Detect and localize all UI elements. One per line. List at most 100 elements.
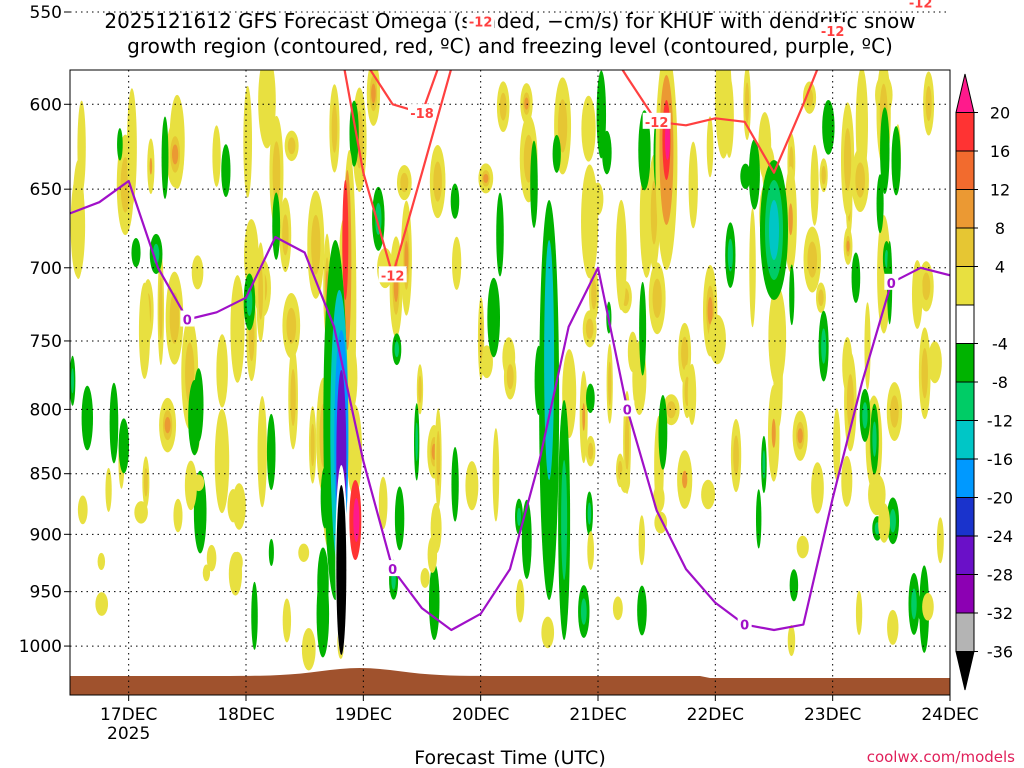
omega-cell bbox=[587, 531, 595, 570]
omega-cell bbox=[227, 489, 239, 523]
omega-cell bbox=[755, 489, 762, 549]
omega-cell bbox=[639, 281, 647, 376]
omega-cell bbox=[257, 396, 267, 508]
omega-cell bbox=[287, 137, 296, 155]
x-axis-label: Forecast Time (UTC) bbox=[414, 747, 605, 768]
omega-cell bbox=[891, 126, 901, 196]
omega-cell bbox=[787, 625, 796, 657]
omega-cell bbox=[430, 502, 442, 554]
omega-cell bbox=[797, 428, 803, 444]
omega-cell bbox=[846, 374, 854, 429]
omega-cell bbox=[499, 92, 507, 121]
omega-cell bbox=[654, 511, 668, 534]
omega-cell bbox=[925, 85, 932, 122]
omega-cell bbox=[487, 277, 501, 358]
snow-growth-contour-label: -12 bbox=[645, 116, 669, 131]
omega-cell bbox=[77, 495, 88, 525]
omega-cell bbox=[231, 551, 243, 573]
y-tick-label: 700 bbox=[30, 259, 62, 279]
freezing-level-contour-label: 0 bbox=[887, 277, 896, 292]
x-tick-label: 21DEC bbox=[569, 705, 626, 725]
omega-cell bbox=[921, 347, 928, 399]
omega-cell bbox=[581, 95, 596, 162]
omega-cell bbox=[394, 341, 400, 358]
colorbar-band bbox=[955, 304, 975, 344]
omega-cell bbox=[544, 240, 555, 480]
omega-cell bbox=[652, 278, 662, 319]
omega-cell bbox=[268, 538, 274, 566]
omega-cell bbox=[833, 408, 841, 481]
omega-cell bbox=[451, 446, 459, 522]
omega-cell bbox=[552, 134, 561, 173]
contour-lines bbox=[70, 70, 950, 632]
snow-growth-contour-label: -12 bbox=[909, 0, 933, 11]
omega-cell bbox=[169, 292, 180, 344]
omega-cell bbox=[173, 498, 183, 533]
omega-cell bbox=[134, 501, 148, 524]
freezing-level-contour-label: 0 bbox=[183, 314, 192, 329]
omega-cell bbox=[258, 264, 264, 320]
omega-cell bbox=[143, 468, 148, 497]
freezing-level-contour-label: 0 bbox=[740, 619, 749, 634]
x-tick-label: 24DEC bbox=[921, 705, 978, 725]
omega-cell bbox=[433, 161, 442, 202]
freezing-level-contour-label: 0 bbox=[623, 403, 632, 418]
contour--12 bbox=[343, 70, 819, 277]
omega-cell bbox=[349, 100, 359, 167]
omega-cell bbox=[479, 315, 483, 362]
omega-cell bbox=[301, 628, 316, 671]
omega-cell bbox=[206, 544, 217, 572]
omega-cell bbox=[515, 579, 525, 623]
omega-cell bbox=[298, 543, 310, 562]
omega-cell bbox=[71, 368, 74, 394]
omega-cell bbox=[428, 563, 440, 640]
omega-cell bbox=[615, 199, 627, 311]
omega-cell bbox=[727, 238, 733, 272]
omega-cell bbox=[922, 592, 934, 621]
omega-shading bbox=[70, 70, 950, 695]
omega-cell bbox=[650, 180, 658, 245]
omega-cell bbox=[581, 164, 599, 279]
colorbar-label: -28 bbox=[987, 566, 1013, 585]
colorbar-band bbox=[955, 574, 975, 614]
omega-cell bbox=[272, 192, 281, 260]
omega-cell bbox=[230, 275, 245, 383]
omega-cell bbox=[821, 165, 826, 185]
omega-cell bbox=[822, 100, 835, 155]
omega-cell bbox=[436, 430, 441, 486]
omega-cell bbox=[740, 163, 751, 190]
omega-cell bbox=[517, 507, 521, 526]
omega-cell bbox=[658, 394, 668, 470]
colorbar-label: 20 bbox=[990, 104, 1010, 123]
colorbar-bottom-triangle bbox=[955, 651, 975, 691]
snow-growth-contour-label: -12 bbox=[469, 16, 493, 31]
y-axis: 2503003504004505005506006507007508008509… bbox=[19, 3, 70, 657]
omega-cell bbox=[771, 418, 776, 448]
omega-cell bbox=[282, 214, 289, 256]
omega-cell bbox=[216, 334, 228, 408]
y-tick-label: 600 bbox=[30, 95, 62, 115]
y-tick-label: 800 bbox=[30, 400, 62, 420]
omega-cell bbox=[202, 564, 211, 582]
snow-growth-contour-label: -12 bbox=[821, 25, 845, 40]
omega-cell bbox=[922, 272, 931, 301]
omega-cell bbox=[745, 82, 750, 124]
omega-cell bbox=[251, 581, 258, 650]
contour-label-bg bbox=[385, 560, 400, 577]
omega-cell bbox=[524, 97, 529, 110]
x-tick-label: 22DEC bbox=[687, 705, 744, 725]
colorbar-label: -24 bbox=[987, 527, 1013, 546]
colorbar-label: -16 bbox=[987, 450, 1013, 469]
omega-cell bbox=[159, 277, 163, 340]
chart-title-line-2: growth region (contoured, red, ºC) and f… bbox=[127, 34, 893, 58]
omega-cell bbox=[109, 382, 119, 464]
omega-cell bbox=[880, 107, 890, 194]
contour-label-bg bbox=[906, 0, 935, 10]
colorbar: 20 16 12 8 4 -4 -8 -12 -16 -20 -24 -28 -32 -36 bbox=[955, 73, 1013, 691]
omega-cell bbox=[530, 140, 538, 228]
omega-cell bbox=[872, 421, 877, 457]
colorbar-band bbox=[955, 112, 975, 152]
omega-cell bbox=[887, 609, 899, 645]
x-tick-label: 18DEC bbox=[217, 705, 274, 725]
